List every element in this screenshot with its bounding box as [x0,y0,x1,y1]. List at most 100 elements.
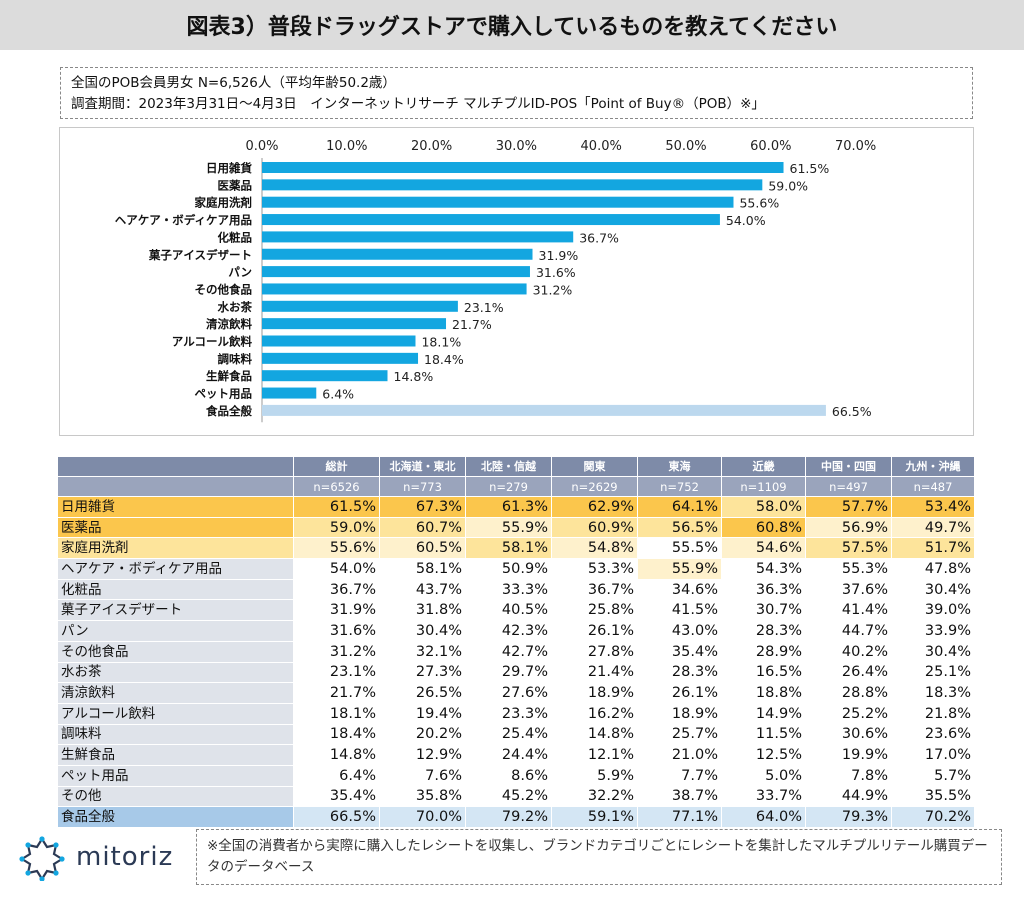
table-cell: 67.3% [379,496,466,518]
table-cell: 31.2% [293,640,380,663]
table-cell: 5.9% [551,764,638,787]
row-label: その他食品 [57,640,294,663]
table-cell: 21.8% [891,702,975,725]
table-row: ペット用品 6.4% 7.6% 8.6% 5.9% 7.7% 5.0% 7.8% 5.7% [57,764,975,787]
table-cell: 24.4% [465,744,552,766]
table-cell: 70.2% [891,806,975,828]
table-cell: 23.3% [465,702,552,725]
table-cell: 26.1% [637,682,722,704]
sample-size: n=6526 [293,476,380,497]
table-row: 医薬品 59.0% 60.7% 55.9% 60.9% 56.5% 60.8% 56.9% 49… [57,516,975,539]
table-cell: 49.7% [891,516,975,539]
bar-chart: 0.0% 10.0% 20.0% 30.0% 40.0% 50.0% 60.0% 70.0% 日… [115,139,876,423]
table-cell: 21.0% [637,744,722,766]
sample-size: n=279 [465,476,552,497]
table-cell: 40.5% [465,599,552,622]
table-cell: 14.8% [551,723,638,746]
table-cell: 20.2% [379,723,466,746]
table-cell: 70.0% [379,806,466,828]
table-cell: 28.3% [721,620,806,642]
table-row: 調味料 18.4% 20.2% 25.4% 14.8% 25.7% 11.5% 30.6% 23… [57,723,975,746]
bar [262,248,533,260]
column-header: 北海道・東北 [379,456,466,477]
data-label: 18.1% [421,335,461,350]
table-row: その他 35.4% 35.8% 45.2% 32.2% 38.7% 33.7% 44.9% 35… [57,785,975,808]
data-label: 31.6% [536,265,576,280]
data-label: 59.0% [768,178,808,193]
table-cell: 25.8% [551,599,638,622]
table-cell: 19.4% [379,702,466,725]
bar [262,283,527,295]
table-cell: 44.9% [805,785,892,808]
table-cell: 42.3% [465,620,552,642]
table-cell: 12.5% [721,744,806,766]
table-cell: 28.3% [637,661,722,684]
table-cell: 53.3% [551,558,638,580]
table-cell: 54.0% [293,558,380,580]
category-label: 家庭用洗剤 [195,196,253,210]
row-label: 水お茶 [57,661,294,684]
table-cell: 7.8% [805,764,892,787]
table-cell: 79.3% [805,806,892,828]
table-cell: 38.7% [637,785,722,808]
table-cell: 55.3% [805,558,892,580]
table-cell: 21.7% [293,682,380,704]
table-cell: 37.6% [805,578,892,601]
table-cell: 19.9% [805,744,892,766]
table-cell: 25.1% [891,661,975,684]
table-cell: 27.6% [465,682,552,704]
table-row: パン 31.6% 30.4% 42.3% 26.1% 43.0% 28.3% 44.7% 33.… [57,620,975,642]
table-cell: 56.5% [637,516,722,539]
bar [262,352,419,364]
brand-name: mitoriz [76,842,174,872]
category-label: 水お茶 [218,300,253,314]
mitoriz-logo: mitoriz [18,832,188,882]
row-label: その他 [57,785,294,808]
table-row: アルコール飲料 18.1% 19.4% 23.3% 16.2% 18.9% 14.9% 25.… [57,702,975,725]
table-row: 家庭用洗剤 55.6% 60.5% 58.1% 54.8% 55.5% 54.6% 57.5%… [57,537,975,560]
table-cell: 33.3% [465,578,552,601]
category-label: その他食品 [195,282,253,296]
row-label: 家庭用洗剤 [57,537,294,560]
table-cell: 36.3% [721,578,806,601]
table-cell: 14.8% [293,744,380,766]
data-label: 23.1% [464,300,504,315]
data-label: 54.0% [726,213,766,228]
table-cell: 35.8% [379,785,466,808]
data-label: 31.2% [533,282,573,297]
table-header-blank [57,456,294,477]
table-cell: 26.5% [379,682,466,704]
row-label: 日用雑貨 [57,496,294,518]
table-cell: 54.3% [721,558,806,580]
table-cell: 43.7% [379,578,466,601]
table-cell: 53.4% [891,496,975,518]
table-row: 水お茶 23.1% 27.3% 29.7% 21.4% 28.3% 16.5% 26.4% 25… [57,661,975,684]
row-label: 生鮮食品 [57,744,294,766]
table-cell: 18.4% [293,723,380,746]
data-table: 総計 北海道・東北 北陸・信越 関東 東海 近畿 中国・四国 九州・沖縄 n=6526 n=77… [57,456,975,828]
table-cell: 59.1% [551,806,638,828]
survey-note: 全国のPOB会員男女 N=6,526人（平均年齢50.2歳） 調査期間：2023… [60,67,973,119]
survey-note-line2: 調査期間：2023年3月31日～4月3日 インターネットリサーチ マルチプルID… [71,96,765,112]
table-cell: 16.2% [551,702,638,725]
row-label: アルコール飲料 [57,702,294,725]
table-cell: 31.9% [293,599,380,622]
table-cell: 44.7% [805,620,892,642]
table-cell: 57.5% [805,537,892,560]
column-header: 九州・沖縄 [891,456,975,477]
table-cell: 25.4% [465,723,552,746]
table-cell: 41.5% [637,599,722,622]
table-row: 菓子アイスデザート 31.9% 31.8% 40.5% 25.8% 41.5% 30.7% 4… [57,599,975,622]
table-cell: 17.0% [891,744,975,766]
table-cell: 56.9% [805,516,892,539]
table-cell: 5.7% [891,764,975,787]
table-cell: 7.6% [379,764,466,787]
table-cell: 62.9% [551,496,638,518]
bar [262,300,458,312]
table-cell: 61.5% [293,496,380,518]
table-cell: 31.8% [379,599,466,622]
table-cell: 26.4% [805,661,892,684]
table-cell: 18.1% [293,702,380,725]
bar [262,370,388,382]
data-label: 14.8% [394,369,434,384]
